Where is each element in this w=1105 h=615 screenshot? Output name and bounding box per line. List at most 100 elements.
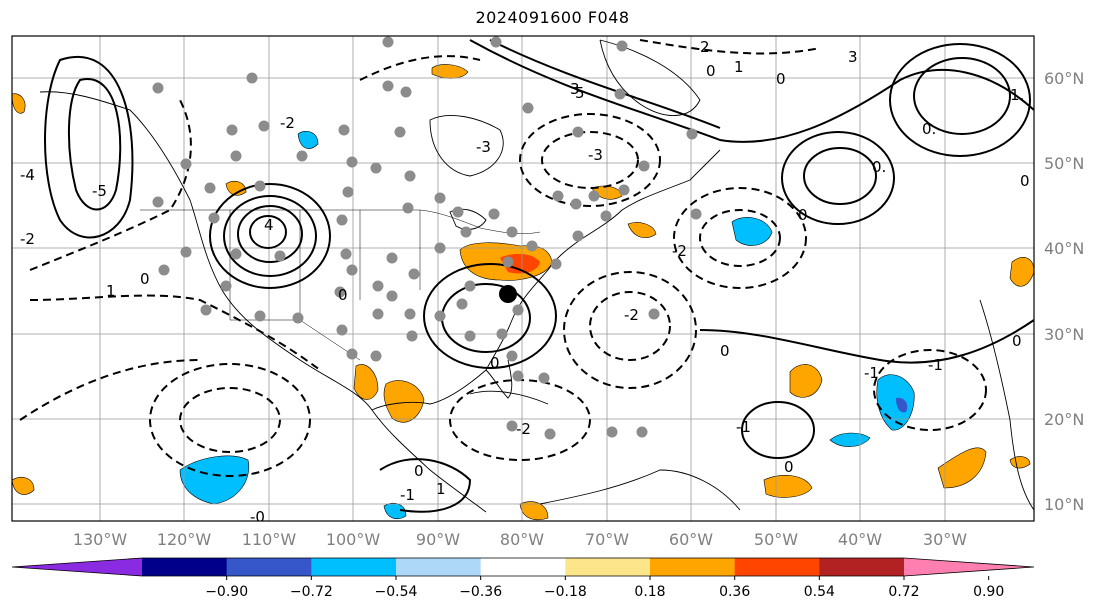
africa-coast xyxy=(979,299,1034,511)
contour-lines xyxy=(44,39,1034,513)
colorbar-extend-high xyxy=(904,558,1034,576)
contour-jet-north-2 xyxy=(489,39,721,129)
dashed-ring-3 xyxy=(673,187,807,289)
dashed-arc-5 xyxy=(639,39,821,55)
lon-tick-label: 130°W xyxy=(73,530,128,549)
contour-label: 1 xyxy=(734,58,744,76)
contour-label: 0 xyxy=(338,286,348,304)
dashed-arc-1 xyxy=(29,99,192,271)
longitude-labels: 130°W 120°W 110°W 100°W 90°W 80°W 70°W 6… xyxy=(73,530,967,549)
contour-ring-ne-1 xyxy=(781,131,895,225)
lat-tick-label: 30°N xyxy=(1044,325,1084,344)
dashed-ring-7 xyxy=(149,363,311,477)
dashed-ring-8 xyxy=(179,387,281,453)
positive-anomaly-africa xyxy=(937,447,987,489)
colorbar-tick-label: −0.72 xyxy=(290,584,333,600)
dashed-ring-5 xyxy=(563,271,697,389)
contour-label: 1. xyxy=(1010,86,1024,104)
lon-tick-label: 80°W xyxy=(500,530,544,549)
colorbar-tick-label: −0.90 xyxy=(205,584,248,600)
contour-label: 0 xyxy=(720,342,730,360)
positive-anomaly-small-5 xyxy=(519,501,549,521)
contour-label: 0 xyxy=(414,462,424,480)
contour-label: -3 xyxy=(476,138,491,156)
lon-tick-label: 60°W xyxy=(669,530,713,549)
contour-zero-south xyxy=(379,458,472,513)
contour-label: 0 xyxy=(776,70,786,88)
contour-label: -0 xyxy=(250,508,265,526)
lon-tick-label: 40°W xyxy=(838,530,882,549)
dashed-ring-4 xyxy=(699,209,781,267)
lon-tick-label: 120°W xyxy=(157,530,212,549)
contour-label: 1 xyxy=(436,480,446,498)
colorbar-swatch xyxy=(819,558,905,576)
negative-anomaly-pacific xyxy=(179,455,250,505)
lon-tick-label: 110°W xyxy=(242,530,297,549)
positive-anomaly-ne-canada xyxy=(431,64,469,79)
latitude-labels: 60°N 50°N 40°N 30°N 20°N 10°N xyxy=(1044,69,1084,514)
positive-anomaly-gulf-mexico xyxy=(383,380,425,423)
positive-anomaly-east-edge xyxy=(1009,257,1034,287)
lat-tick-label: 10°N xyxy=(1044,495,1084,514)
contour-label: 3 xyxy=(570,80,580,98)
contour-jet-north xyxy=(469,39,1034,143)
contour-label: -2 xyxy=(20,230,35,248)
colorbar-outline xyxy=(11,557,1035,577)
colorbar-tick-label: 0.36 xyxy=(719,584,750,600)
contour-label: 0. xyxy=(872,158,886,176)
political-borders xyxy=(140,209,541,361)
observation-points xyxy=(152,36,702,440)
colorbar-swatch xyxy=(650,558,736,576)
contour-label: -2 xyxy=(516,420,531,438)
contour-pacific-west xyxy=(44,55,134,239)
lat-tick-label: 60°N xyxy=(1044,69,1084,88)
colorbar-tick-label: 0.54 xyxy=(804,584,835,600)
dashed-arc-3 xyxy=(359,55,481,81)
colorbar-swatch xyxy=(734,558,820,576)
negative-anomaly-small-3 xyxy=(383,503,407,519)
contour-label: 0 xyxy=(490,354,500,372)
florida-peninsula xyxy=(485,359,513,399)
dashed-ring-6 xyxy=(589,291,671,361)
colorbar-tick-label: 0.18 xyxy=(634,584,665,600)
negative-anomaly-small-1 xyxy=(829,432,871,447)
map-frame xyxy=(11,35,1035,522)
map-area: 5 0 1 0 3 -3 -2 4 1 0 -4 -5 -2 0 -2 -1 -… xyxy=(12,36,1034,526)
contour-zero-east xyxy=(699,319,1034,364)
greenland-coast xyxy=(599,39,701,116)
lat-tick-label: 50°N xyxy=(1044,154,1084,173)
contour-ring-far-ne-2 xyxy=(913,57,1011,135)
colorbar-swatch xyxy=(226,558,312,576)
dashed-arc-2 xyxy=(29,294,321,371)
colorbar-tick-label: −0.54 xyxy=(375,584,418,600)
negative-anomaly-atlantic xyxy=(731,217,773,246)
contour-label: 0 xyxy=(1020,172,1030,190)
station-marker xyxy=(499,285,517,303)
contour-label: 0 xyxy=(140,270,150,288)
contour-ring-west-3 xyxy=(237,205,303,263)
lon-tick-label: 30°W xyxy=(923,530,967,549)
dashed-ring-10 xyxy=(873,349,987,431)
shading-layer xyxy=(12,64,1034,521)
positive-anomaly-south-atlantic xyxy=(763,475,813,498)
contour-ring-west-4 xyxy=(249,215,287,249)
colorbar-extend-low xyxy=(12,558,142,576)
contour-label: 0 xyxy=(1012,332,1022,350)
positive-anomaly-small-1 xyxy=(627,222,657,238)
contour-label: 2 xyxy=(700,38,710,56)
positive-anomaly-small-6 xyxy=(225,180,247,196)
deep-negative-core xyxy=(896,397,908,413)
north-america-coast xyxy=(39,91,721,513)
colorbar-tick-label: −0.18 xyxy=(544,584,587,600)
contour-ring-atl-s xyxy=(741,401,815,459)
lat-tick-label: 20°N xyxy=(1044,410,1084,429)
cuba xyxy=(469,390,549,405)
lon-tick-label: 100°W xyxy=(326,530,381,549)
lat-tick-label: 40°N xyxy=(1044,239,1084,258)
contour-ring-west-2 xyxy=(223,195,317,277)
contour-label: 0. xyxy=(922,120,936,138)
colorbar: −0.90 −0.72 −0.54 −0.36 −0.18 0.18 0.36 0.54 0.7… xyxy=(11,557,1035,600)
colorbar-tick-label: −0.36 xyxy=(459,584,502,600)
contour-label: -2 xyxy=(280,114,295,132)
